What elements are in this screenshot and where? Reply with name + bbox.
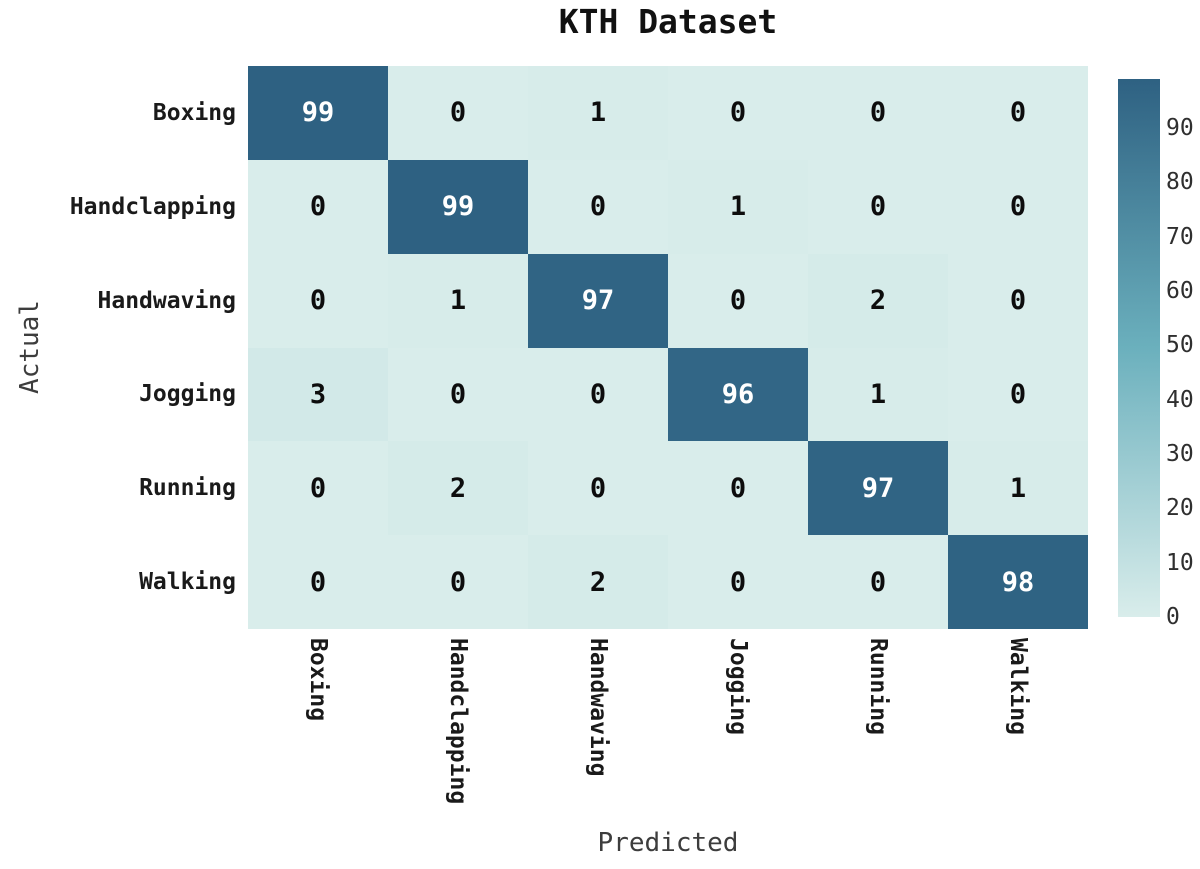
x-tick-label: Walking [1005, 638, 1031, 735]
heatmap-cell: 0 [528, 441, 668, 536]
heatmap-cell: 97 [528, 253, 668, 348]
cell-value: 0 [309, 566, 327, 598]
heatmap-cell: 96 [668, 347, 808, 442]
y-tick-label: Handwaving [97, 287, 236, 314]
heatmap-cell: 97 [808, 441, 948, 536]
cell-value: 0 [589, 472, 607, 504]
cell-value: 3 [309, 378, 327, 410]
colorbar-tick-label: 60 [1166, 277, 1194, 304]
cell-value: 0 [1009, 97, 1027, 129]
cell-value: 0 [1009, 378, 1027, 410]
cell-value: 0 [729, 566, 747, 598]
heatmap-cell: 0 [948, 253, 1088, 348]
cell-value: 0 [729, 97, 747, 129]
heatmap-cell: 1 [388, 253, 528, 348]
y-tick-label: Handclapping [69, 193, 236, 220]
cell-value: 1 [1009, 472, 1027, 504]
cell-value: 1 [729, 191, 747, 223]
colorbar-tick-label: 90 [1166, 114, 1194, 141]
colorbar-tick-label: 20 [1166, 495, 1194, 522]
heatmap-cell: 2 [388, 441, 528, 536]
colorbar-tick-label: 0 [1166, 604, 1180, 630]
heatmap-cell: 0 [248, 535, 388, 629]
cell-value: 0 [869, 97, 887, 129]
cell-value: 0 [869, 566, 887, 598]
cell-value: 97 [861, 472, 895, 504]
x-tick-label: Running [865, 638, 891, 735]
heatmap-cell: 1 [808, 347, 948, 442]
heatmap-cell: 0 [668, 535, 808, 629]
cell-value: 0 [589, 191, 607, 223]
heatmap-cell: 0 [808, 159, 948, 254]
cell-value: 0 [729, 285, 747, 317]
x-tick-label: Boxing [305, 638, 331, 722]
heatmap-cell: 0 [388, 347, 528, 442]
heatmap-cell: 2 [528, 535, 668, 629]
x-axis-title: Predicted [597, 828, 739, 858]
heatmap-cell: 0 [948, 66, 1088, 160]
colorbar-tick-label: 40 [1166, 386, 1194, 413]
cell-value: 0 [1009, 191, 1027, 223]
x-tick-label: Handclapping [445, 638, 471, 805]
cell-value: 0 [449, 97, 467, 129]
cell-value: 0 [309, 472, 327, 504]
heatmap-cell: 0 [668, 253, 808, 348]
cell-value: 0 [309, 285, 327, 317]
y-tick-label: Walking [139, 569, 236, 596]
cell-value: 96 [721, 378, 755, 410]
cell-value: 0 [729, 472, 747, 504]
cell-value: 99 [301, 97, 335, 129]
heatmap-cell: 2 [808, 253, 948, 348]
heatmap-cell: 0 [528, 347, 668, 442]
heatmap-cell: 1 [528, 66, 668, 160]
heatmap-cell: 0 [808, 535, 948, 629]
x-tick-label: Jogging [725, 638, 751, 735]
colorbar [1118, 79, 1160, 617]
colorbar-tick-label: 50 [1166, 332, 1194, 359]
heatmap-cell: 0 [948, 159, 1088, 254]
cell-value: 2 [589, 566, 607, 598]
cell-value: 98 [1001, 566, 1035, 598]
heatmap-cell: 3 [248, 347, 388, 442]
heatmap-cell: 99 [248, 66, 388, 160]
cell-value: 0 [449, 378, 467, 410]
cell-value: 0 [869, 191, 887, 223]
heatmap-cell: 0 [808, 66, 948, 160]
colorbar-tick-label: 70 [1166, 223, 1194, 250]
colorbar-tick-label: 10 [1166, 549, 1194, 576]
heatmap-cell: 0 [668, 441, 808, 536]
cell-value: 1 [449, 285, 467, 317]
heatmap-cell: 0 [248, 441, 388, 536]
cell-value: 2 [869, 285, 887, 317]
cell-value: 99 [441, 191, 475, 223]
cell-value: 0 [449, 566, 467, 598]
colorbar-tick-label: 80 [1166, 169, 1194, 196]
chart-title: KTH Dataset [558, 2, 778, 41]
cell-value: 0 [309, 191, 327, 223]
heatmap-cell: 0 [388, 535, 528, 629]
y-tick-label: Boxing [152, 99, 236, 126]
heatmap-cell: 1 [668, 159, 808, 254]
y-tick-label: Jogging [139, 381, 236, 408]
heatmap-cell: 1 [948, 441, 1088, 536]
heatmap-cell: 0 [948, 347, 1088, 442]
colorbar-tick-label: 30 [1166, 440, 1194, 467]
cell-value: 1 [869, 378, 887, 410]
heatmap-cell: 0 [388, 66, 528, 160]
heatmap-cell: 0 [248, 253, 388, 348]
heatmap-cell: 0 [528, 159, 668, 254]
heatmap-cell: 98 [948, 535, 1088, 629]
cell-value: 0 [589, 378, 607, 410]
heatmap-grid: 99 0 1 0 0 0 0 99 0 1 0 0 0 1 97 0 2 0 3 0 0 96 1 0 0 2 0 0 97 1 0 0 2 0 0… [248, 66, 1088, 629]
y-tick-label: Running [139, 475, 236, 502]
cell-value: 97 [581, 285, 615, 317]
cell-value: 0 [1009, 285, 1027, 317]
x-tick-label: Handwaving [585, 638, 611, 777]
heatmap-cell: 0 [248, 159, 388, 254]
heatmap-cell: 0 [668, 66, 808, 160]
cell-value: 2 [449, 472, 467, 504]
cell-value: 1 [589, 97, 607, 129]
heatmap-cell: 99 [388, 159, 528, 254]
